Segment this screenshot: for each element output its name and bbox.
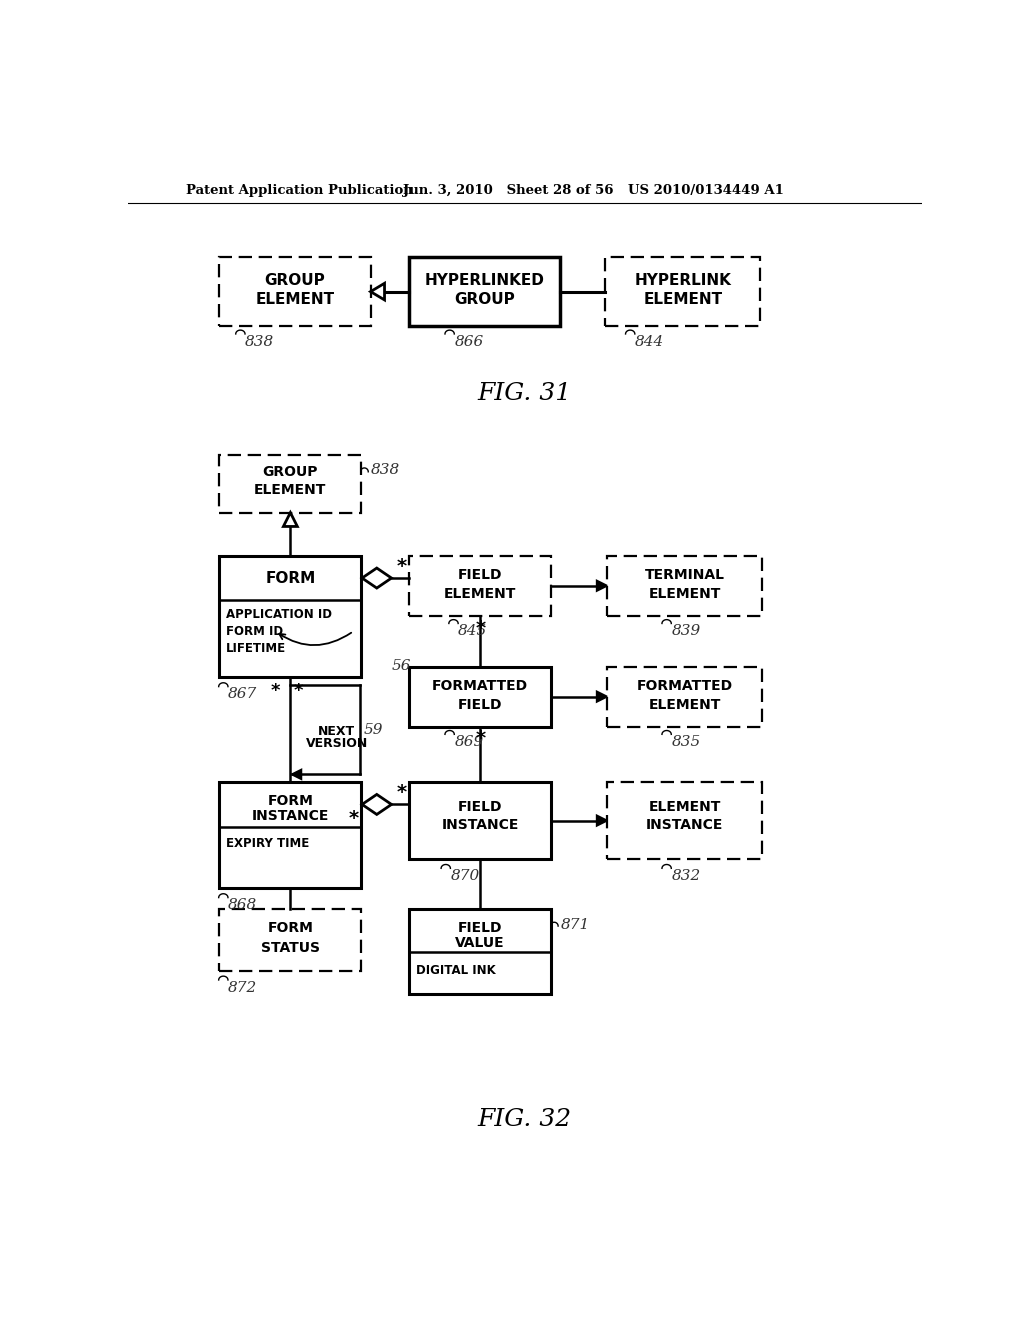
- Text: 868: 868: [228, 899, 257, 912]
- Text: ELEMENT: ELEMENT: [444, 587, 516, 601]
- Text: NEXT: NEXT: [318, 725, 355, 738]
- Text: 835: 835: [672, 735, 700, 748]
- Text: STATUS: STATUS: [261, 941, 319, 954]
- Text: Patent Application Publication: Patent Application Publication: [186, 185, 413, 197]
- Text: ELEMENT: ELEMENT: [648, 698, 721, 711]
- Bar: [219, 909, 361, 970]
- Text: TERMINAL: TERMINAL: [644, 568, 724, 582]
- Text: 844: 844: [635, 335, 665, 348]
- Text: FIG. 32: FIG. 32: [478, 1107, 571, 1131]
- Text: FIELD: FIELD: [458, 800, 503, 813]
- Text: 838: 838: [245, 335, 274, 348]
- Text: *: *: [348, 809, 358, 828]
- Bar: [410, 909, 551, 994]
- Text: EXPIRY TIME: EXPIRY TIME: [225, 837, 309, 850]
- Text: 845: 845: [458, 624, 487, 638]
- Text: 56: 56: [391, 659, 411, 673]
- Text: ELEMENT: ELEMENT: [648, 800, 721, 813]
- Text: ELEMENT: ELEMENT: [255, 292, 335, 306]
- Text: ELEMENT: ELEMENT: [648, 587, 721, 601]
- Polygon shape: [597, 581, 607, 591]
- Text: FORM ID: FORM ID: [225, 624, 283, 638]
- Text: FORMATTED: FORMATTED: [636, 678, 732, 693]
- Text: GROUP: GROUP: [262, 465, 318, 479]
- Text: 872: 872: [228, 981, 257, 995]
- Text: HYPERLINK: HYPERLINK: [635, 272, 731, 288]
- Text: 870: 870: [451, 869, 479, 883]
- Text: GROUP: GROUP: [455, 292, 515, 306]
- Text: 838: 838: [371, 463, 399, 478]
- Polygon shape: [362, 568, 391, 589]
- Text: INSTANCE: INSTANCE: [252, 809, 329, 822]
- Text: 867: 867: [228, 688, 257, 701]
- Polygon shape: [292, 770, 301, 779]
- Bar: [607, 556, 762, 615]
- Text: VERSION: VERSION: [306, 737, 368, 750]
- Text: 839: 839: [672, 624, 700, 638]
- Text: FORM: FORM: [265, 570, 315, 586]
- Text: 832: 832: [672, 869, 700, 883]
- Text: APPLICATION ID: APPLICATION ID: [225, 607, 332, 620]
- Text: ELEMENT: ELEMENT: [643, 292, 723, 306]
- Text: LIFETIME: LIFETIME: [225, 642, 286, 655]
- Text: 59: 59: [364, 723, 383, 737]
- Bar: [410, 556, 551, 615]
- Text: 869: 869: [455, 735, 483, 748]
- Bar: [219, 556, 361, 677]
- Text: FORM: FORM: [267, 921, 313, 936]
- Bar: [410, 781, 551, 859]
- Text: INSTANCE: INSTANCE: [441, 818, 519, 832]
- Text: FIELD: FIELD: [458, 568, 503, 582]
- Text: US 2010/0134449 A1: US 2010/0134449 A1: [628, 185, 783, 197]
- Text: GROUP: GROUP: [264, 272, 326, 288]
- Text: VALUE: VALUE: [456, 936, 505, 950]
- Text: FORMATTED: FORMATTED: [432, 678, 528, 693]
- Text: 871: 871: [560, 917, 590, 932]
- Text: *: *: [396, 783, 407, 803]
- Text: *: *: [293, 682, 303, 700]
- Bar: [605, 257, 761, 326]
- Bar: [607, 781, 762, 859]
- Polygon shape: [284, 512, 297, 527]
- Text: ELEMENT: ELEMENT: [254, 483, 327, 498]
- Text: HYPERLINKED: HYPERLINKED: [425, 272, 545, 288]
- Text: *: *: [270, 682, 280, 700]
- Text: DIGITAL INK: DIGITAL INK: [416, 964, 496, 977]
- Polygon shape: [597, 692, 607, 702]
- Text: 866: 866: [455, 335, 483, 348]
- Text: *: *: [475, 619, 485, 638]
- Bar: [410, 257, 560, 326]
- Text: FIELD: FIELD: [458, 921, 503, 936]
- Bar: [607, 667, 762, 726]
- Polygon shape: [597, 816, 607, 825]
- Bar: [219, 781, 361, 888]
- Text: FORM: FORM: [267, 795, 313, 808]
- Text: FIELD: FIELD: [458, 698, 503, 711]
- Text: INSTANCE: INSTANCE: [646, 818, 723, 832]
- Text: FIG. 31: FIG. 31: [478, 381, 571, 405]
- Bar: [219, 455, 361, 512]
- Polygon shape: [371, 284, 385, 300]
- Bar: [410, 667, 551, 726]
- Text: Jun. 3, 2010   Sheet 28 of 56: Jun. 3, 2010 Sheet 28 of 56: [403, 185, 613, 197]
- Text: *: *: [475, 730, 485, 748]
- Bar: [219, 257, 371, 326]
- Text: *: *: [396, 557, 407, 576]
- Polygon shape: [362, 795, 391, 814]
